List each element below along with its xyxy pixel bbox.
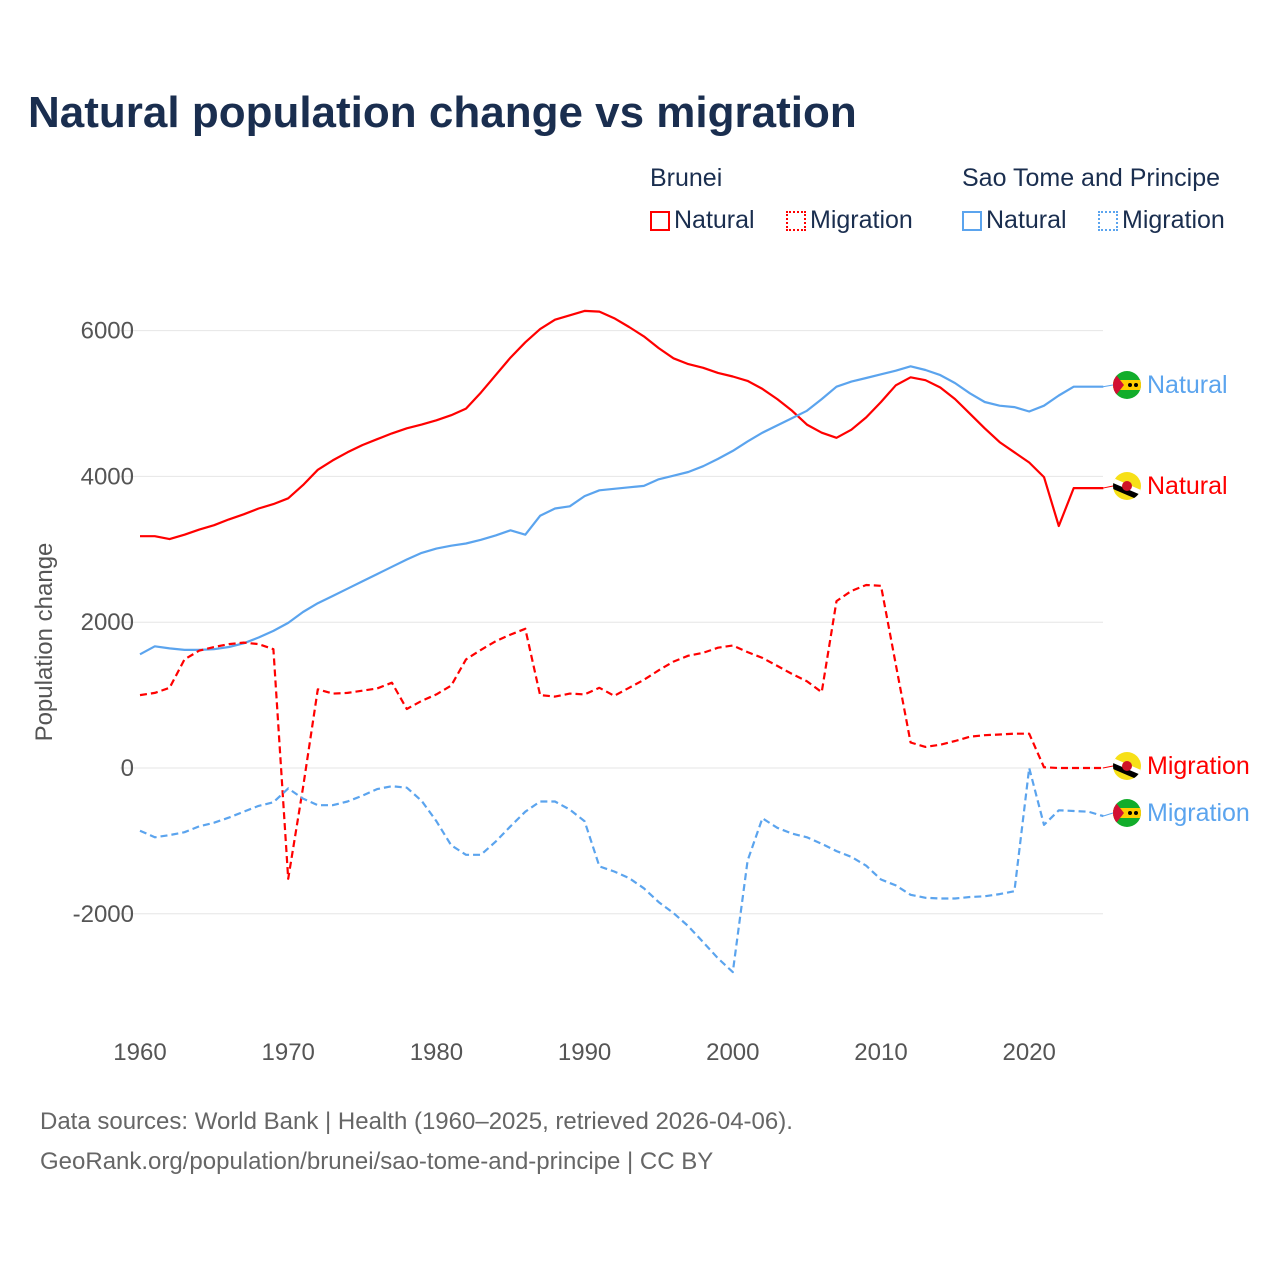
footer-link[interactable]: GeoRank.org/population/brunei/sao-tome-a… <box>40 1148 714 1175</box>
end-label: Migration <box>1147 799 1250 827</box>
legend-item-sao-tome-migration[interactable]: Migration <box>1098 206 1225 235</box>
legend-swatch-solid <box>650 211 670 231</box>
x-tick-label: 1970 <box>262 1039 315 1066</box>
legend-label: Migration <box>810 206 913 234</box>
end-connector <box>1102 384 1114 388</box>
series-line-brunei-natural <box>140 309 1104 541</box>
brunei-flag-icon <box>1113 752 1141 780</box>
end-label: Natural <box>1147 472 1228 500</box>
end-label: Migration <box>1147 752 1250 780</box>
legend-label: Natural <box>986 206 1067 234</box>
y-tick-label: 2000 <box>81 609 134 636</box>
y-tick-label: 4000 <box>81 463 134 490</box>
end-connector <box>1102 485 1114 489</box>
x-tick-label: 2020 <box>1003 1039 1056 1066</box>
legend-swatch-dotted <box>1098 211 1118 231</box>
end-connector <box>1102 812 1114 817</box>
y-tick-label: 6000 <box>81 318 134 345</box>
legend-label: Natural <box>674 206 755 234</box>
legend-item-brunei-migration[interactable]: Migration <box>786 206 913 235</box>
x-tick-label: 2010 <box>854 1039 907 1066</box>
legend-item-sao-tome-natural[interactable]: Natural <box>962 206 1067 235</box>
x-tick-label: 2000 <box>706 1039 759 1066</box>
footer-source: Data sources: World Bank | Health (1960–… <box>40 1108 793 1135</box>
legend-group-title-brunei: Brunei <box>650 164 723 192</box>
legend-item-brunei-natural[interactable]: Natural <box>650 206 755 235</box>
chart-title: Natural population change vs migration <box>28 88 857 137</box>
brunei-flag-icon <box>1113 472 1141 500</box>
legend-swatch-solid <box>962 211 982 231</box>
end-connector <box>1102 765 1114 769</box>
x-tick-label: 1980 <box>410 1039 463 1066</box>
series-line-sao-tome-and-principe-migration <box>139 766 1104 974</box>
y-tick-label: -2000 <box>73 901 134 928</box>
sao-tome-flag-icon <box>1113 799 1141 827</box>
y-axis-label: Population change <box>31 543 58 742</box>
sao-tome-flag-icon <box>1113 371 1141 399</box>
legend-label: Migration <box>1122 206 1225 234</box>
y-tick-label: 0 <box>121 755 134 782</box>
series-line-brunei-migration <box>139 583 1104 880</box>
legend-swatch-dotted <box>786 211 806 231</box>
series-line-sao-tome-and-principe-natural <box>139 365 1104 656</box>
end-label: Natural <box>1147 371 1228 399</box>
legend-group-title-sao-tome: Sao Tome and Principe <box>962 164 1221 192</box>
x-tick-label: 1990 <box>558 1039 611 1066</box>
x-tick-label: 1960 <box>113 1039 166 1066</box>
